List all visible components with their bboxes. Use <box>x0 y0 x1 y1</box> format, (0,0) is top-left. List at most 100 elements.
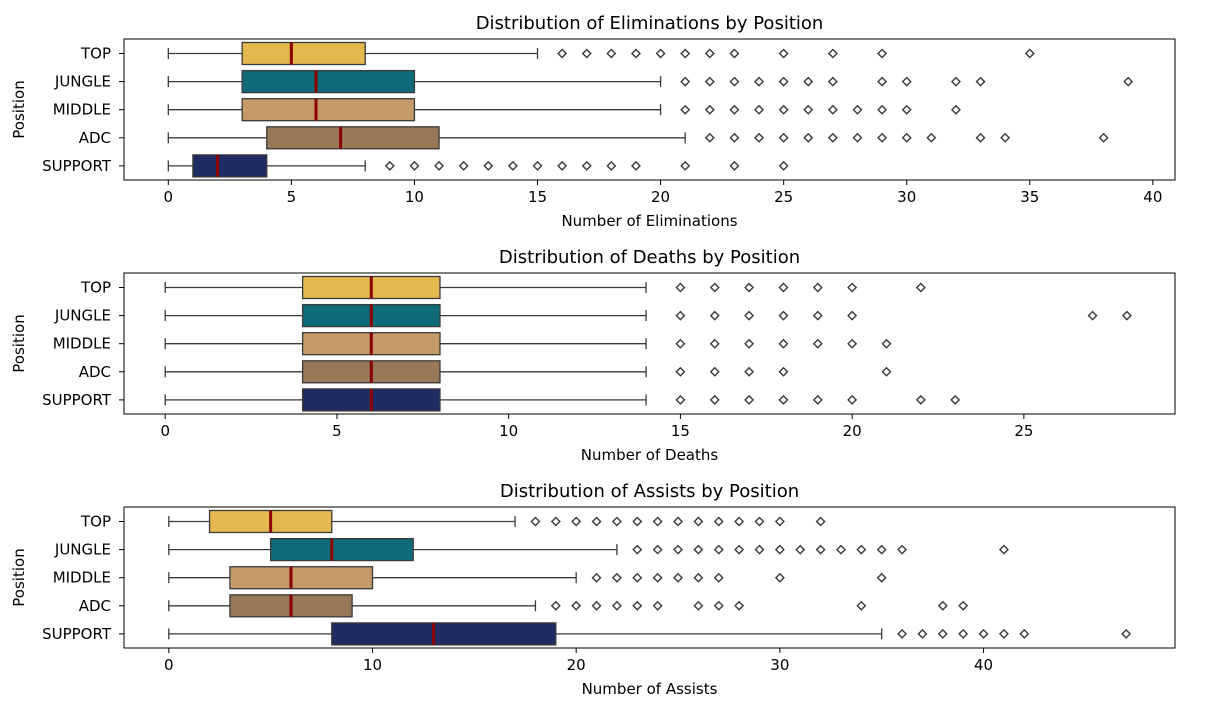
outlier-point <box>754 544 765 555</box>
outlier-point <box>729 132 740 143</box>
outlier-point <box>713 544 724 555</box>
outlier-point <box>754 132 765 143</box>
outlier-point <box>675 394 686 405</box>
outlier-point <box>744 282 755 293</box>
outlier-point <box>434 160 445 171</box>
outlier-point <box>1121 628 1132 639</box>
outlier-point <box>673 544 684 555</box>
outlier-point <box>835 544 846 555</box>
outlier-point <box>1123 76 1134 87</box>
x-tick-label: 20 <box>651 188 670 206</box>
outlier-point <box>778 104 789 115</box>
outlier-point <box>975 76 986 87</box>
y-tick-label: TOP <box>80 279 111 297</box>
outlier-point <box>901 132 912 143</box>
outlier-point <box>803 104 814 115</box>
outlier-point <box>998 628 1009 639</box>
outlier-point <box>606 160 617 171</box>
outlier-point <box>744 366 755 377</box>
outlier-point <box>611 600 622 611</box>
box-top <box>168 509 826 534</box>
iqr-box <box>241 98 416 122</box>
box-jungle <box>167 69 1134 94</box>
outlier-point <box>754 76 765 87</box>
outlier-point <box>778 394 789 405</box>
x-tick-label: 40 <box>974 656 993 674</box>
x-tick-label: 40 <box>1143 188 1162 206</box>
x-tick-label: 0 <box>160 422 170 440</box>
outlier-point <box>877 104 888 115</box>
outlier-point <box>729 76 740 87</box>
outlier-point <box>812 282 823 293</box>
outlier-point <box>652 516 663 527</box>
iqr-box <box>270 537 414 562</box>
outlier-point <box>530 516 541 527</box>
y-tick-label: MIDDLE <box>53 335 111 353</box>
outlier-point <box>815 516 826 527</box>
outlier-point <box>655 48 666 59</box>
outlier-point <box>713 516 724 527</box>
box-adc <box>167 126 1109 150</box>
outlier-point <box>856 600 867 611</box>
outlier-point <box>458 160 469 171</box>
y-axis-label: Position <box>10 80 28 138</box>
x-tick-label: 30 <box>897 188 916 206</box>
outlier-point <box>704 76 715 87</box>
subplot-3: Distribution of Assists by Position TOP JU… <box>10 481 1176 698</box>
y-tick-label: JUNGLE <box>54 73 111 91</box>
outlier-point <box>744 394 755 405</box>
y-tick-label: SUPPORT <box>42 625 112 643</box>
outlier-point <box>630 48 641 59</box>
y-tick-label: MIDDLE <box>53 101 111 119</box>
outlier-point <box>734 544 745 555</box>
box-adc <box>164 360 892 384</box>
outlier-point <box>652 544 663 555</box>
outlier-point <box>704 132 715 143</box>
y-tick-label: SUPPORT <box>42 157 112 175</box>
outlier-point <box>673 516 684 527</box>
outlier-point <box>675 338 686 349</box>
y-axis-label: Position <box>10 314 28 372</box>
outlier-point <box>778 132 789 143</box>
outlier-point <box>847 282 858 293</box>
outlier-point <box>673 572 684 583</box>
chart-title: Distribution of Eliminations by Position <box>476 13 824 34</box>
outlier-point <box>680 104 691 115</box>
outlier-point <box>975 132 986 143</box>
outlier-point <box>827 104 838 115</box>
x-axis-label: Number of Eliminations <box>561 212 737 230</box>
outlier-point <box>1024 48 1035 59</box>
y-tick-label: ADC <box>79 363 111 381</box>
outlier-point <box>591 600 602 611</box>
outlier-point <box>778 338 789 349</box>
x-axis-label: Number of Assists <box>582 680 718 698</box>
iqr-box <box>241 69 416 94</box>
outlier-point <box>611 516 622 527</box>
outlier-point <box>606 48 617 59</box>
x-tick-label: 10 <box>405 188 424 206</box>
outlier-point <box>680 76 691 87</box>
outlier-point <box>901 104 912 115</box>
outlier-point <box>507 160 518 171</box>
outlier-point <box>550 600 561 611</box>
box-support <box>167 154 789 178</box>
outlier-point <box>881 338 892 349</box>
x-tick-label: 15 <box>671 422 690 440</box>
outlier-point <box>950 104 961 115</box>
outlier-point <box>917 628 928 639</box>
y-axis-label: Position <box>10 548 28 606</box>
subplot-1: Distribution of Eliminations by Position… <box>10 13 1176 230</box>
x-tick-label: 20 <box>843 422 862 440</box>
outlier-point <box>877 132 888 143</box>
subplot-2: Distribution of Deaths by Position TOP JUN… <box>10 247 1176 464</box>
outlier-point <box>483 160 494 171</box>
outlier-point <box>591 516 602 527</box>
box-middle <box>168 566 887 590</box>
outlier-point <box>557 48 568 59</box>
box-top <box>167 41 1035 66</box>
outlier-point <box>713 600 724 611</box>
outlier-point <box>704 48 715 59</box>
box-top <box>164 275 926 300</box>
outlier-point <box>897 628 908 639</box>
